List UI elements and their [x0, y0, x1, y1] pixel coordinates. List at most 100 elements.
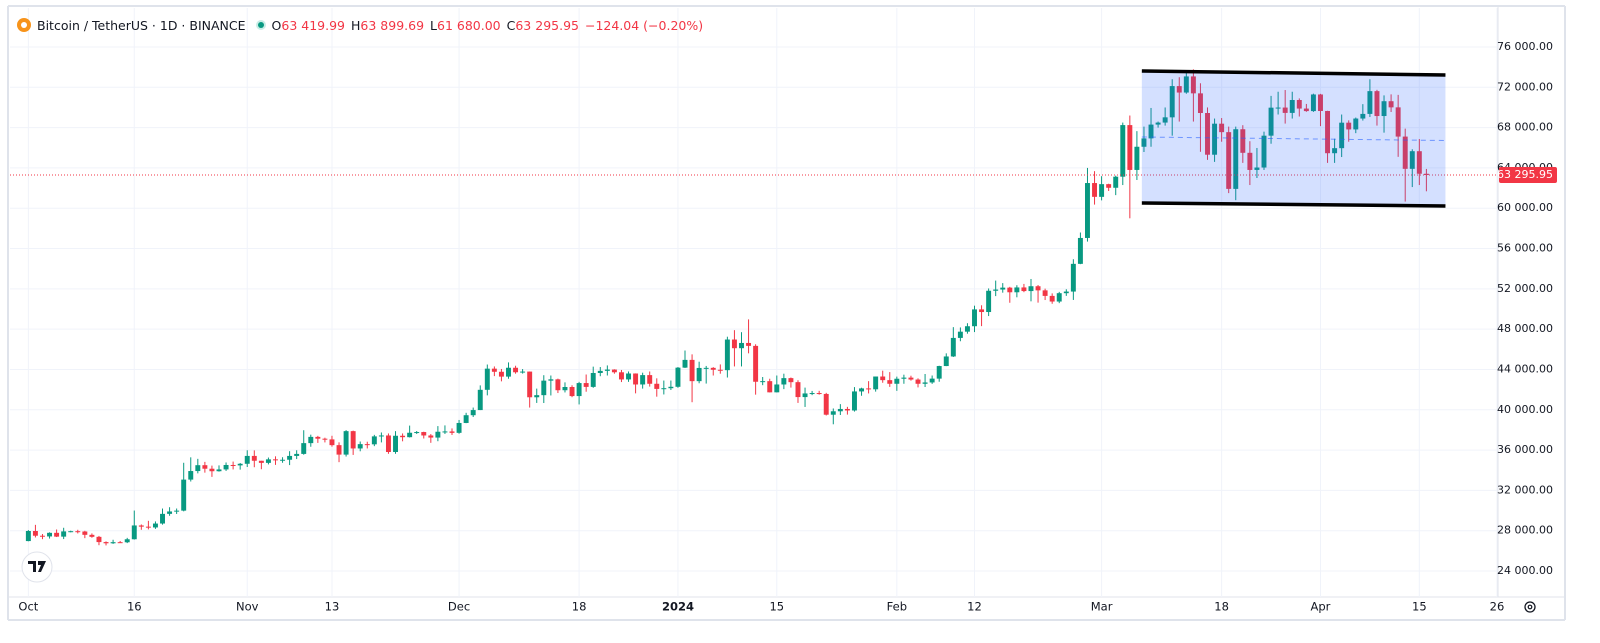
candle-body	[908, 377, 914, 380]
candle-body	[731, 339, 737, 349]
candle-body	[1318, 94, 1323, 111]
candle-body	[1388, 101, 1394, 108]
candle-body	[611, 369, 617, 373]
candle-body	[1402, 136, 1408, 169]
candle-body	[364, 444, 370, 446]
x-tick-label: 12	[967, 600, 982, 614]
candle-body	[400, 435, 406, 438]
candle-body	[378, 435, 384, 437]
symbol-title: Bitcoin / TetherUS · 1D · BINANCE	[37, 17, 246, 33]
channel-drawing	[1141, 69, 1446, 208]
ohlc-key: O	[271, 17, 282, 33]
candle-body	[979, 309, 985, 313]
candle-body	[258, 460, 264, 463]
y-tick-label: 76 000.00	[1497, 40, 1553, 53]
candle-body	[604, 369, 610, 371]
candle-body	[1339, 122, 1345, 149]
candle-body	[1141, 138, 1147, 147]
last-price-badge	[1499, 167, 1557, 184]
candle-body	[950, 337, 956, 357]
candle-body	[1007, 287, 1013, 293]
candle-body	[1162, 117, 1168, 123]
y-tick-label: 24 000.00	[1497, 564, 1553, 577]
candle-body	[534, 395, 540, 398]
candle-body	[1134, 146, 1140, 170]
x-tick-label: 2024	[662, 600, 694, 614]
logo-circle	[21, 551, 53, 583]
y-tick-label: 40 000.00	[1497, 403, 1553, 416]
candle-body	[859, 388, 865, 392]
candle-body	[1381, 101, 1387, 117]
candle-body	[1035, 286, 1041, 291]
y-tick-label: 72 000.00	[1497, 80, 1553, 93]
candle-body	[1332, 148, 1338, 154]
x-tick-label: Feb	[887, 600, 907, 614]
candle-body	[844, 408, 850, 411]
ohlc-key: C	[506, 17, 516, 33]
candle-body	[152, 523, 158, 528]
candle-body	[202, 465, 208, 469]
axes: 24 000.00 28 000.00 32 000.00 36 000.00 40 0…	[10, 40, 1557, 614]
channel-upper	[1141, 69, 1446, 77]
candle-body	[689, 359, 695, 382]
candle-body	[273, 459, 278, 461]
y-tick-label: 32 000.00	[1497, 483, 1553, 496]
candle-body	[802, 393, 808, 398]
candle-body	[265, 459, 271, 463]
candle-body	[661, 388, 667, 390]
channel-lower	[1141, 201, 1446, 208]
candle-body	[1282, 107, 1288, 113]
candle-body	[1289, 100, 1295, 113]
candle-body	[1219, 123, 1225, 133]
candle-body	[1070, 263, 1076, 292]
candle-body	[103, 542, 109, 544]
x-tick-label: 16	[127, 600, 142, 614]
candle-body	[1360, 113, 1366, 119]
candle-body	[82, 531, 88, 535]
candle-body	[590, 372, 596, 387]
candle-body	[1113, 176, 1119, 188]
candle-body	[1077, 237, 1083, 264]
x-tick-label: 18	[572, 600, 587, 614]
candle-body	[675, 367, 681, 387]
candle-body	[1190, 76, 1196, 94]
candle-body	[1423, 173, 1429, 176]
candle-body	[167, 511, 173, 514]
candle-body	[739, 342, 744, 349]
btc-icon	[17, 18, 31, 32]
candle-body	[463, 415, 469, 423]
candle-body	[1233, 129, 1239, 189]
candle-body	[767, 381, 773, 393]
x-tick-label: Nov	[236, 600, 259, 614]
candle-body	[32, 530, 38, 536]
candle-body	[760, 381, 766, 383]
candle-body	[160, 513, 165, 524]
candle-body	[1028, 286, 1034, 292]
x-tick-label: 15	[769, 600, 784, 614]
candle-body	[1325, 110, 1331, 154]
candle-body	[640, 375, 646, 385]
candle-body	[1176, 86, 1182, 93]
candle-body	[1049, 295, 1055, 302]
candle-body	[393, 435, 398, 452]
candle-body	[682, 359, 688, 368]
candle-body	[972, 309, 977, 327]
candle-body	[993, 289, 999, 291]
candle-body	[964, 326, 970, 332]
candle-body	[569, 386, 575, 397]
candle-body	[618, 372, 624, 380]
ohlc-key: H	[351, 17, 361, 33]
x-tick-label: 26	[1490, 600, 1505, 614]
candle-body	[746, 342, 752, 346]
candle-body	[1254, 167, 1260, 170]
candle-body	[1268, 107, 1274, 136]
candle-body	[40, 535, 45, 537]
candle-body	[562, 386, 568, 391]
candle-body	[1183, 76, 1189, 93]
grid	[10, 8, 1498, 597]
tv-logo[interactable]	[21, 551, 53, 583]
settings-icon[interactable]	[1524, 601, 1536, 613]
candle-body	[456, 422, 462, 433]
x-tick-label: 15	[1412, 600, 1427, 614]
candle-body	[428, 435, 434, 438]
